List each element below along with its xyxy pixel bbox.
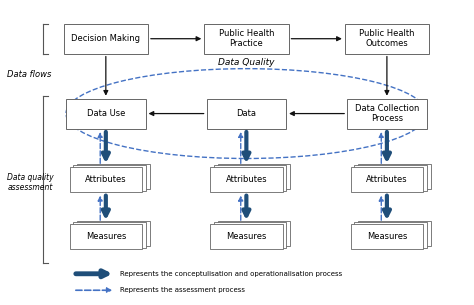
Text: Data Quality: Data Quality [218,58,274,67]
FancyBboxPatch shape [73,165,146,191]
Text: Represents the assessment process: Represents the assessment process [120,287,245,293]
FancyBboxPatch shape [355,222,427,248]
FancyBboxPatch shape [210,167,283,192]
Text: Data flows: Data flows [8,70,52,79]
FancyBboxPatch shape [218,164,290,189]
Text: Public Health
Outcomes: Public Health Outcomes [359,29,415,48]
FancyBboxPatch shape [204,24,289,54]
FancyBboxPatch shape [358,164,431,189]
Text: Attributes: Attributes [226,175,267,184]
FancyBboxPatch shape [77,164,150,189]
FancyBboxPatch shape [70,224,142,249]
Text: Public Health
Practice: Public Health Practice [219,29,274,48]
FancyBboxPatch shape [351,167,423,192]
FancyBboxPatch shape [345,24,429,54]
FancyBboxPatch shape [214,165,286,191]
Text: Data quality
assessment: Data quality assessment [8,173,54,192]
FancyBboxPatch shape [355,165,427,191]
FancyBboxPatch shape [73,222,146,248]
FancyBboxPatch shape [207,99,286,128]
FancyBboxPatch shape [210,224,283,249]
Text: Data: Data [237,109,256,118]
Text: Attributes: Attributes [85,175,127,184]
FancyBboxPatch shape [358,221,431,246]
FancyBboxPatch shape [214,222,286,248]
FancyBboxPatch shape [77,221,150,246]
FancyBboxPatch shape [64,24,148,54]
Text: Measures: Measures [226,232,266,241]
Text: Represents the conceptulisation and operationalisation process: Represents the conceptulisation and oper… [120,271,342,277]
FancyBboxPatch shape [218,221,290,246]
Text: Attributes: Attributes [366,175,408,184]
FancyBboxPatch shape [347,99,427,128]
FancyBboxPatch shape [66,99,146,128]
Text: Measures: Measures [367,232,407,241]
FancyBboxPatch shape [351,224,423,249]
Text: Decision Making: Decision Making [71,34,140,43]
Text: Measures: Measures [86,232,126,241]
Text: Data Collection
Process: Data Collection Process [355,104,419,123]
Text: Data Use: Data Use [87,109,125,118]
FancyBboxPatch shape [70,167,142,192]
